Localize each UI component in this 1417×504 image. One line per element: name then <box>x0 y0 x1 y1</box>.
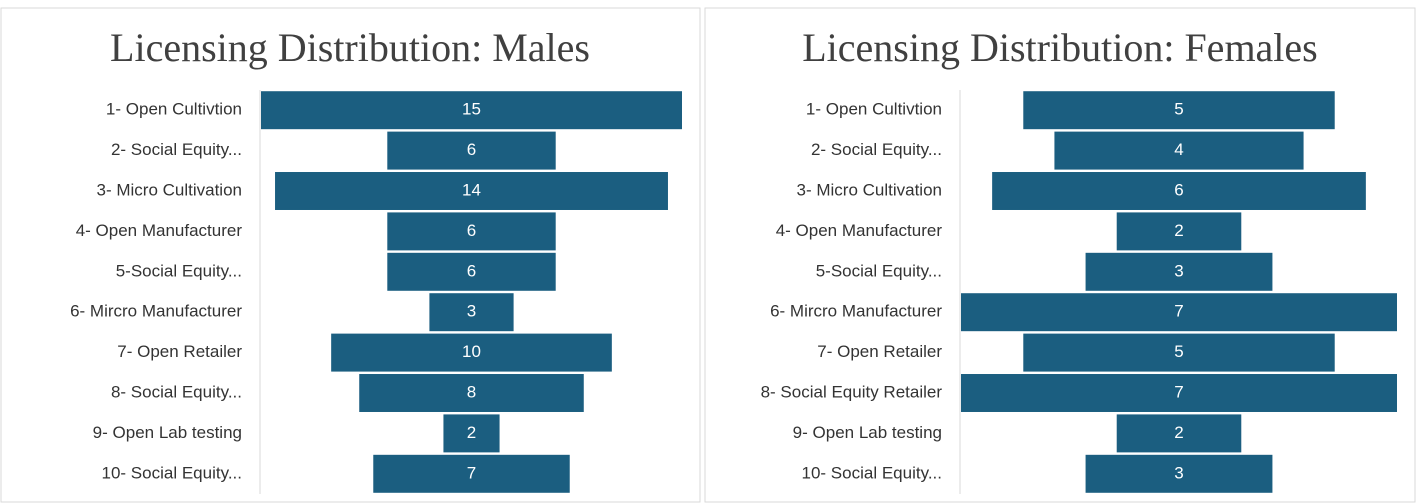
value-label: 7 <box>1174 382 1183 401</box>
chart-title: Licensing Distribution: Females <box>802 25 1318 70</box>
bar <box>331 333 612 372</box>
category-label: 10- Social Equity... <box>102 463 242 482</box>
value-label: 6 <box>467 221 476 240</box>
bar <box>261 91 682 130</box>
value-label: 7 <box>1174 302 1183 321</box>
category-label: 4- Open Manufacturer <box>76 221 243 240</box>
value-label: 3 <box>467 302 476 321</box>
category-label: 2- Social Equity... <box>111 140 242 159</box>
value-label: 5 <box>1174 342 1183 361</box>
value-label: 3 <box>1174 261 1183 280</box>
category-label: 6- Mircro Manufacturer <box>770 302 942 321</box>
value-label: 14 <box>462 180 481 199</box>
bar <box>387 212 556 251</box>
value-label: 3 <box>1174 463 1183 482</box>
category-label: 3- Micro Cultivation <box>797 180 943 199</box>
category-label: 8- Social Equity Retailer <box>761 382 943 401</box>
value-label: 6 <box>467 261 476 280</box>
panel <box>704 7 1416 503</box>
category-label: 7- Open Retailer <box>817 342 942 361</box>
category-label: 9- Open Lab testing <box>793 423 942 442</box>
bar <box>992 172 1366 210</box>
value-label: 6 <box>1174 180 1183 199</box>
category-label: 4- Open Manufacturer <box>776 221 943 240</box>
value-label: 7 <box>467 463 476 482</box>
bar <box>275 172 668 210</box>
category-label: 10- Social Equity... <box>802 463 942 482</box>
category-label: 8- Social Equity... <box>111 382 242 401</box>
bar <box>1116 212 1242 251</box>
category-label: 1- Open Cultivtion <box>806 100 942 119</box>
category-label: 9- Open Lab testing <box>93 423 242 442</box>
value-label: 4 <box>1174 140 1183 159</box>
category-label: 5-Social Equity... <box>816 261 942 280</box>
bar <box>1085 454 1273 493</box>
category-label: 3- Micro Cultivation <box>97 180 243 199</box>
bar <box>1116 414 1242 453</box>
value-label: 2 <box>1174 221 1183 240</box>
category-label: 2- Social Equity... <box>811 140 942 159</box>
bar <box>961 374 1397 412</box>
bar <box>961 293 1397 332</box>
category-label: 1- Open Cultivtion <box>106 100 242 119</box>
value-label: 2 <box>1174 423 1183 442</box>
category-label: 7- Open Retailer <box>117 342 242 361</box>
bar <box>1054 131 1304 170</box>
bar <box>373 454 570 493</box>
value-label: 15 <box>462 100 481 119</box>
bar <box>1023 91 1335 130</box>
panel <box>0 7 701 503</box>
value-label: 8 <box>467 382 476 401</box>
category-label: 6- Mircro Manufacturer <box>70 302 242 321</box>
bar <box>1023 333 1335 372</box>
value-label: 5 <box>1174 100 1183 119</box>
bar <box>1085 252 1273 291</box>
bar <box>443 414 500 453</box>
category-label: 5-Social Equity... <box>116 261 242 280</box>
value-label: 6 <box>467 140 476 159</box>
bar <box>429 293 514 332</box>
value-label: 2 <box>467 423 476 442</box>
value-label: 10 <box>462 342 481 361</box>
bar <box>387 131 556 170</box>
chart-title: Licensing Distribution: Males <box>110 25 590 70</box>
bar <box>359 374 584 412</box>
bar <box>387 252 556 291</box>
